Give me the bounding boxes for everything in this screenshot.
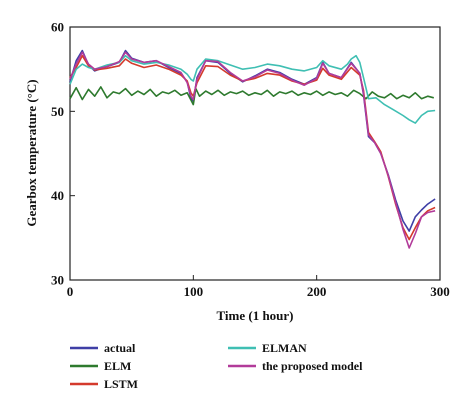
legend-label-actual: actual xyxy=(104,341,136,355)
legend-label-the-proposed-model: the proposed model xyxy=(262,359,363,373)
series-line-elm xyxy=(69,86,435,106)
x-tick-label: 0 xyxy=(67,284,74,299)
x-tick-label: 100 xyxy=(184,284,204,299)
plot-frame xyxy=(69,26,441,281)
y-tick-label: 50 xyxy=(51,104,64,119)
axis-layer: 0 100 200 300 30 40 50 60 xyxy=(51,20,450,300)
y-tick-label: 40 xyxy=(51,188,64,203)
series-line-lstm xyxy=(69,54,436,241)
legend-label-lstm: LSTM xyxy=(104,377,138,391)
x-tick-label: 300 xyxy=(430,284,450,299)
x-axis-title: Time (1 hour) xyxy=(216,308,293,323)
series-line-elman xyxy=(69,54,436,124)
y-axis-title: Gearbox temperature (°C) xyxy=(24,79,39,226)
y-tick-label: 60 xyxy=(51,20,64,35)
x-tick-label: 200 xyxy=(307,284,327,299)
legend-label-elman: ELMAN xyxy=(262,341,307,355)
legend: actual ELM LSTM ELMAN the proposed model xyxy=(70,341,363,391)
legend-label-elm: ELM xyxy=(104,359,131,373)
series-line-the-proposed-model xyxy=(69,51,436,249)
series-layer xyxy=(69,49,436,249)
y-tick-label: 30 xyxy=(51,273,64,288)
